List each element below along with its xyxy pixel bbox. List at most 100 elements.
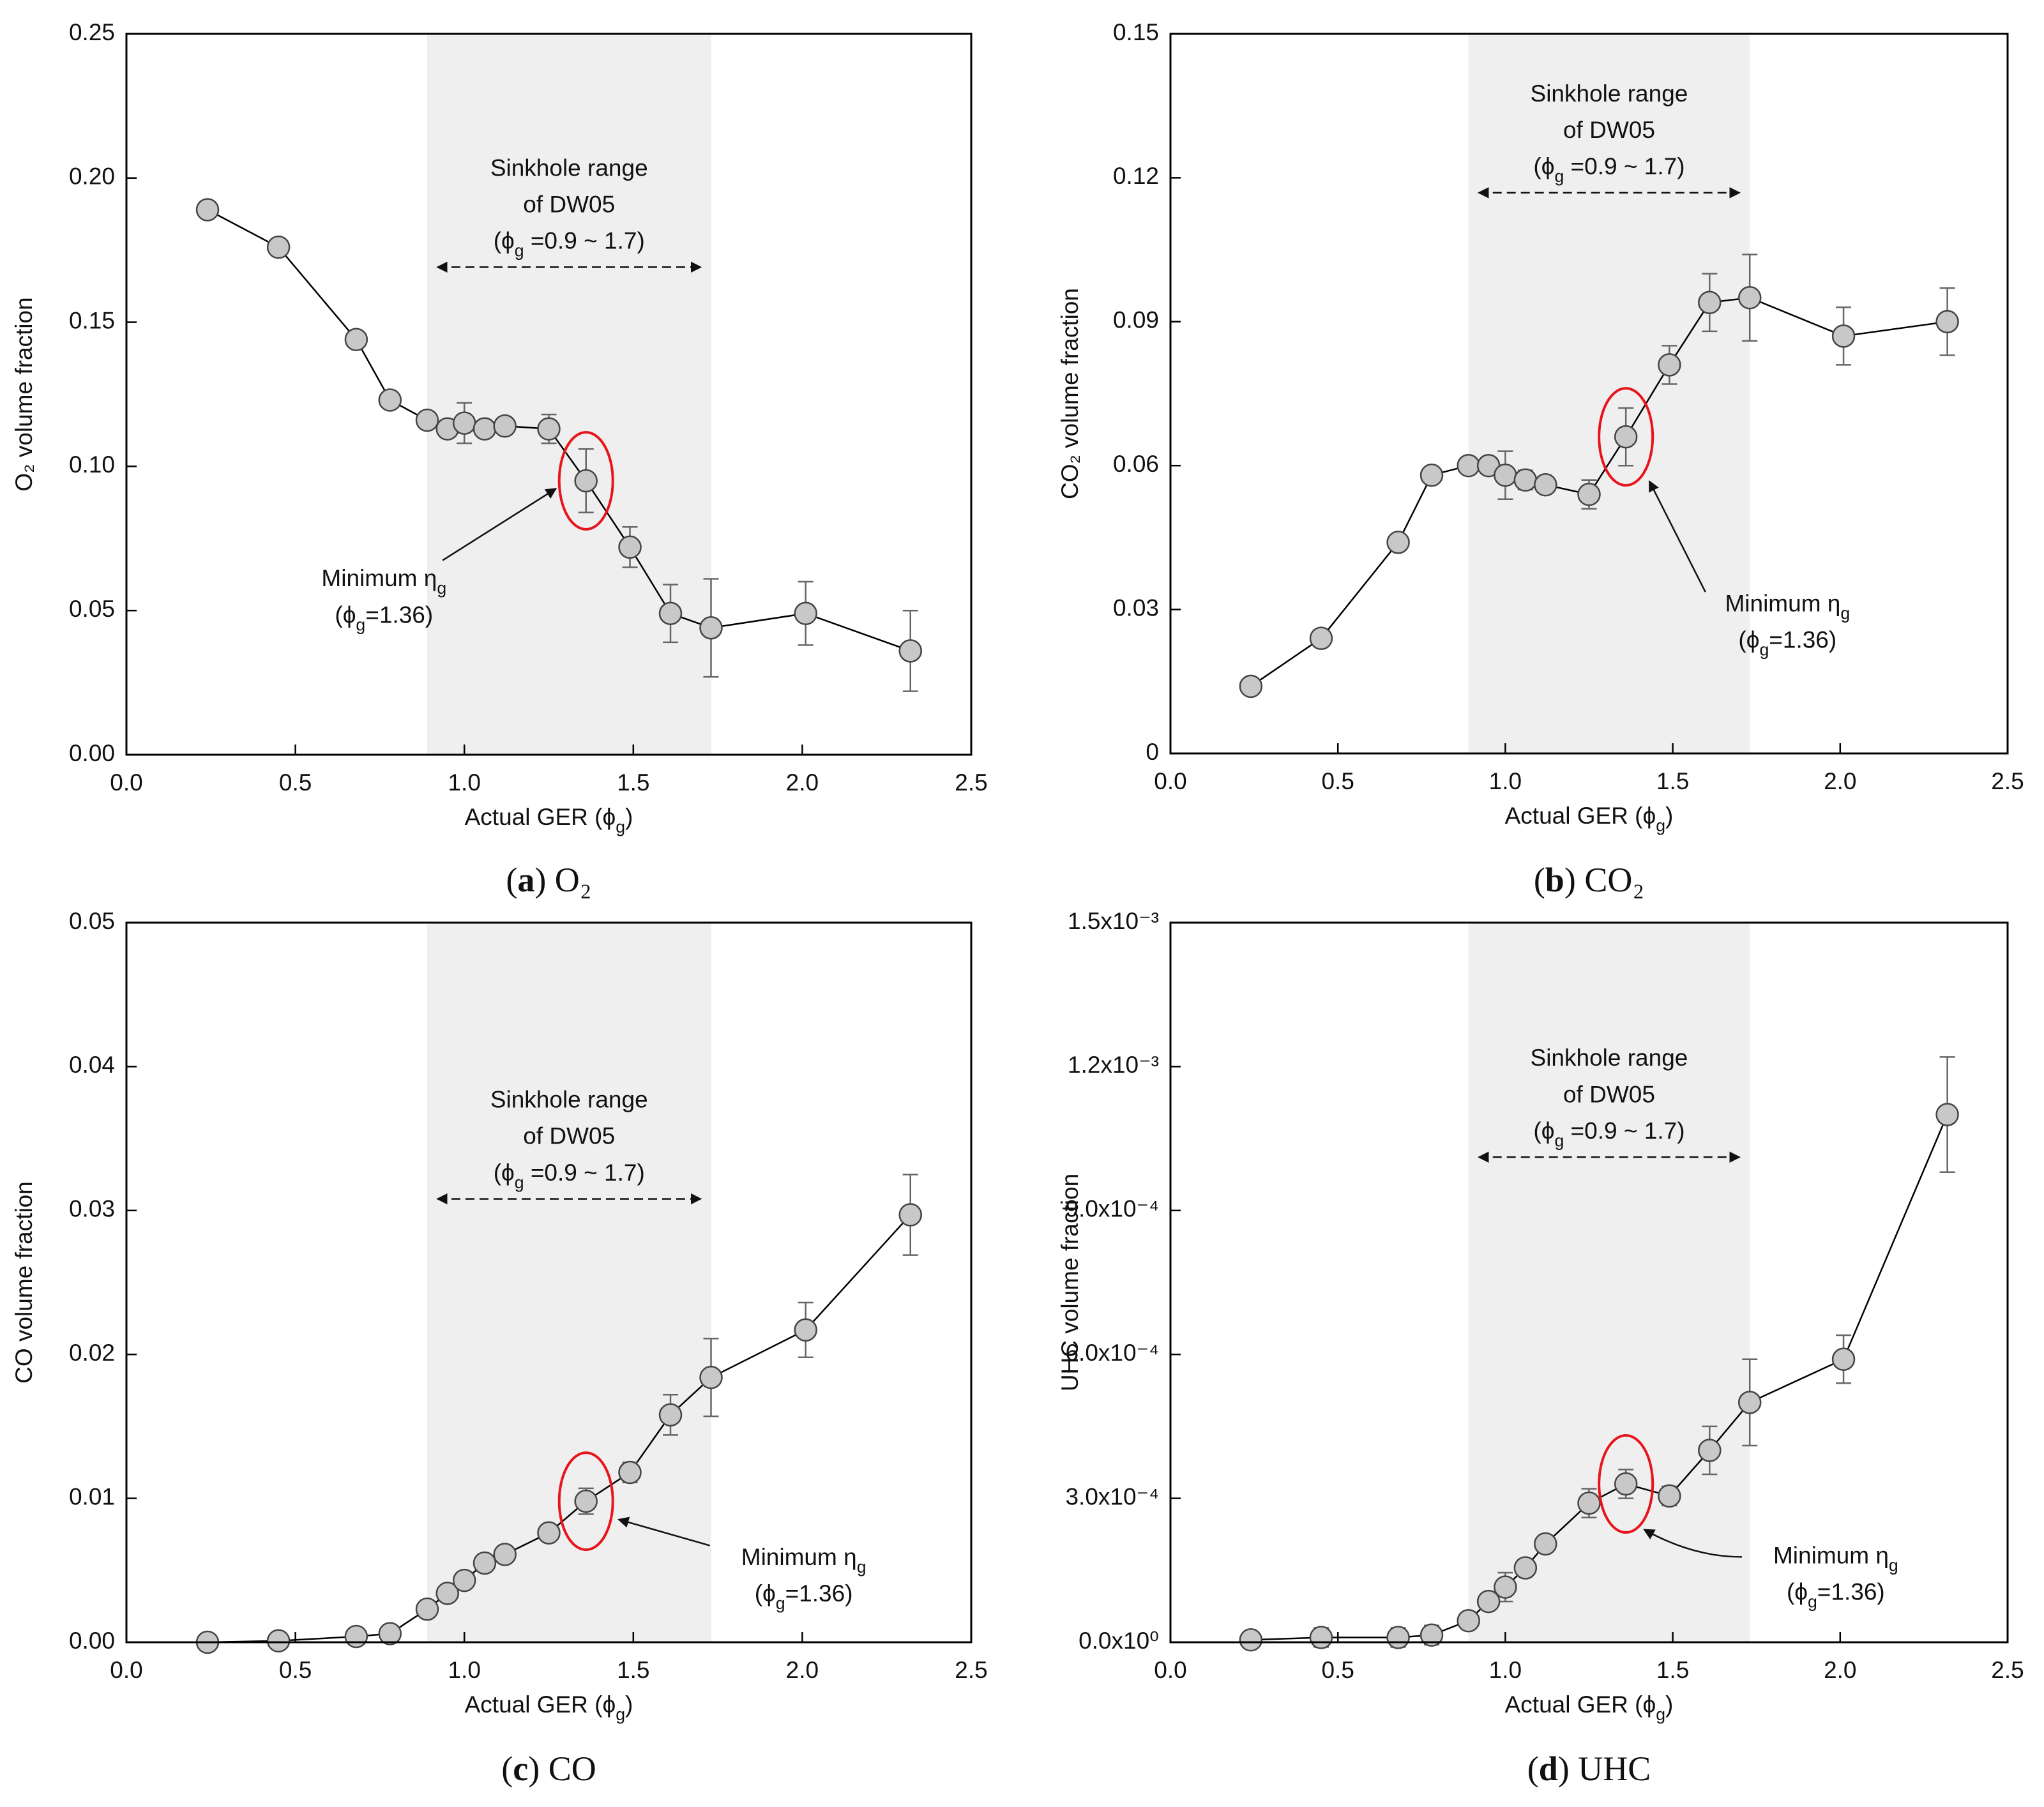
- text-part: Actual GER (ϕ: [465, 804, 616, 830]
- data-point: [452, 411, 476, 435]
- text-part: of DW05: [523, 1123, 615, 1149]
- text-part: a: [517, 861, 534, 899]
- text-part: g: [1656, 816, 1665, 835]
- data-point: [1614, 425, 1638, 449]
- text-part: Minimum η: [1773, 1542, 1889, 1568]
- data-point: [898, 639, 922, 663]
- y-tick-label: 0.09: [1113, 307, 1159, 333]
- text-part: ): [1665, 1691, 1673, 1718]
- text-part: ) CO₂: [1564, 861, 1644, 899]
- data-point: [378, 1622, 402, 1645]
- data-point: [537, 1521, 561, 1545]
- highlight-ellipse: [557, 430, 614, 531]
- data-point: [195, 198, 220, 222]
- y-tick-label: 0.25: [69, 19, 115, 45]
- text-part: (: [506, 861, 517, 899]
- data-point: [699, 616, 723, 640]
- data-point: [1309, 626, 1333, 650]
- data-point: [1698, 291, 1722, 314]
- text-part: (: [1534, 861, 1545, 899]
- text-part: g: [1554, 167, 1564, 186]
- minimum-label: Minimum ηg: [1773, 1542, 1898, 1575]
- y-tick-label: 0.12: [1113, 163, 1159, 189]
- text-part: (: [1527, 1750, 1539, 1788]
- text-part: g: [515, 1173, 524, 1192]
- text-part: g: [776, 1594, 785, 1613]
- x-tick-label: 2.0: [786, 1657, 819, 1683]
- text-part: =1.36): [785, 1580, 853, 1607]
- x-tick-label: 0.0: [1154, 1657, 1186, 1683]
- y-tick-label: 3.0x10⁻⁴: [1065, 1483, 1159, 1509]
- data-point: [618, 1460, 642, 1485]
- x-tick-label: 2.0: [1824, 768, 1856, 794]
- x-tick-label: 1.5: [617, 1657, 649, 1683]
- shaded-range: [427, 34, 711, 755]
- text-part: Sinkhole range: [490, 155, 648, 181]
- minimum-label: Minimum ηg: [1725, 590, 1850, 623]
- text-part: g: [616, 817, 625, 836]
- panel-caption: (a) O₂: [506, 861, 591, 899]
- text-part: g: [1554, 1131, 1564, 1150]
- text-part: =1.36): [1769, 626, 1836, 653]
- x-tick-label: 1.5: [1656, 768, 1689, 794]
- text-part: g: [1808, 1592, 1817, 1612]
- x-axis-label: Actual GER (ϕg): [1505, 1691, 1674, 1724]
- text-part: (: [501, 1750, 513, 1788]
- data-point: [898, 1203, 922, 1227]
- text-part: ) O₂: [534, 861, 591, 899]
- highlight-ellipse: [557, 1451, 614, 1552]
- x-tick-label: 2.0: [786, 769, 819, 796]
- minimum-label: (ϕg=1.36): [1738, 626, 1836, 659]
- y-tick-label: 0.00: [69, 740, 115, 766]
- sinkhole-label: (ϕg =0.9 ~ 1.7): [1533, 1117, 1684, 1150]
- y-tick-label: 0.03: [69, 1196, 115, 1222]
- highlight-ellipse: [1598, 387, 1654, 487]
- y-axis-label: CO volume fraction: [11, 1181, 37, 1384]
- y-tick-label: 0.20: [69, 163, 115, 190]
- annotation-arrow: [442, 488, 557, 561]
- x-tick-label: 1.0: [448, 1657, 480, 1683]
- text-part: g: [1759, 640, 1769, 660]
- data-point: [1419, 1623, 1444, 1647]
- annotation-arrow: [617, 1516, 710, 1546]
- y-tick-label: 0.00: [69, 1628, 115, 1654]
- data-point: [658, 601, 683, 625]
- data-point: [699, 1366, 723, 1389]
- text-part: Actual GER (ϕ: [1505, 1691, 1656, 1718]
- x-tick-label: 1.0: [448, 769, 480, 796]
- plot-frame: [125, 33, 973, 756]
- x-tick-label: 1.5: [1656, 1657, 1689, 1683]
- sinkhole-label: (ϕg =0.9 ~ 1.7): [1533, 153, 1684, 186]
- data-point: [1513, 468, 1538, 492]
- data-point: [1239, 1628, 1263, 1652]
- text-part: ): [625, 1691, 633, 1718]
- data-point: [493, 414, 517, 438]
- text-part: (ϕ: [1533, 153, 1554, 179]
- text-part: (ϕ: [1738, 626, 1759, 653]
- sinkhole-label: Sinkhole range: [490, 1086, 648, 1112]
- y-tick-label: 1.5x10⁻³: [1068, 908, 1159, 934]
- text-part: Minimum η: [321, 565, 437, 591]
- text-part: (ϕ: [1787, 1578, 1808, 1605]
- data-point: [415, 408, 439, 432]
- text-part: (ϕ: [494, 227, 515, 253]
- y-tick-label: 0.01: [69, 1483, 115, 1509]
- x-axis-label: Actual GER (ϕg): [465, 1691, 633, 1724]
- data-point: [658, 1403, 683, 1427]
- data-point: [344, 328, 368, 351]
- y-tick-label: 0.03: [1113, 594, 1159, 621]
- data-point: [1476, 1589, 1501, 1614]
- y-tick-label: 9.0x10⁻⁴: [1065, 1196, 1159, 1222]
- sinkhole-label: Sinkhole range: [1531, 80, 1688, 107]
- sinkhole-label: (ϕg =0.9 ~ 1.7): [494, 227, 645, 260]
- data-point: [1577, 1491, 1601, 1515]
- sinkhole-label: of DW05: [523, 1123, 615, 1149]
- text-part: ) CO: [528, 1750, 596, 1788]
- data-point: [574, 1489, 598, 1513]
- data-point: [1737, 1391, 1762, 1414]
- x-tick-label: 0.0: [110, 769, 142, 796]
- text-part: (ϕ: [494, 1160, 515, 1186]
- text-part: =0.9 ~ 1.7): [524, 227, 645, 253]
- text-part: g: [356, 615, 365, 634]
